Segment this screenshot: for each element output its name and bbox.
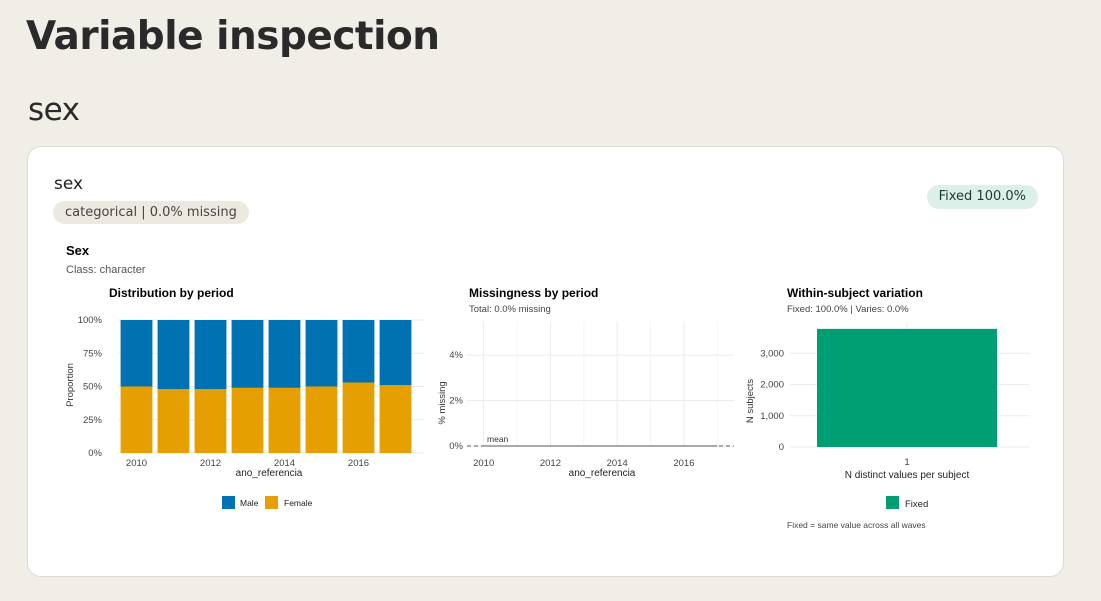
- p1-bar-female: [305, 386, 338, 453]
- p1-bar-male: [379, 320, 412, 386]
- p3-bar-fixed: [817, 328, 997, 447]
- p3-ylabel: N subjects: [745, 379, 756, 424]
- distribution-chart: Distribution by period Proportion ano_re…: [65, 286, 424, 509]
- figure-title: Sex: [66, 243, 90, 258]
- p1-bar-male: [194, 320, 227, 390]
- p2-title: Missingness by period: [469, 286, 598, 300]
- figure: Sex Class: character Distribution by per…: [28, 147, 1063, 581]
- p2-mean-label: mean: [487, 434, 509, 444]
- section-title: sex: [28, 92, 80, 128]
- p1-bar-female: [379, 385, 412, 453]
- p3-title: Within-subject variation: [787, 286, 923, 300]
- variation-chart: Within-subject variation Fixed: 100.0% |…: [745, 286, 1029, 530]
- p1-ytick: 100%: [78, 315, 103, 326]
- p1-bar-male: [342, 320, 375, 383]
- p3-subtitle: Fixed: 100.0% | Varies: 0.0%: [787, 304, 909, 315]
- figure-svg: Sex Class: character Distribution by per…: [65, 243, 1029, 530]
- p3-legend-swatch: [886, 496, 899, 509]
- p2-ylabel: % missing: [437, 381, 448, 424]
- p3-ytick: 1,000: [760, 411, 784, 422]
- p1-bar-female: [120, 386, 153, 453]
- p2-xtick: 2016: [673, 458, 694, 469]
- p1-legend-label: Male: [240, 498, 259, 508]
- p1-legend-label: Female: [284, 498, 313, 508]
- p2-ytick: 2%: [449, 396, 463, 407]
- p1-ytick: 25%: [83, 415, 103, 426]
- p3-xtick: 1: [904, 457, 909, 468]
- figure-subtitle: Class: character: [66, 264, 146, 276]
- p3-legend-label: Fixed: [905, 499, 928, 510]
- p1-bar-male: [268, 320, 301, 388]
- p3-caption: Fixed = same value across all waves: [787, 520, 926, 530]
- p1-legend-swatch: [222, 496, 235, 509]
- p1-bar-female: [157, 389, 190, 453]
- p2-xtick: 2014: [607, 458, 628, 469]
- p2-xtick: 2010: [473, 458, 494, 469]
- p1-bar-male: [120, 320, 153, 387]
- p1-xtick: 2016: [348, 458, 369, 469]
- p1-xtick: 2014: [274, 458, 295, 469]
- p2-xlabel: ano_referencia: [569, 468, 636, 479]
- variable-name: sex: [54, 174, 84, 194]
- p3-ytick: 2,000: [760, 380, 784, 391]
- p3-ytick: 3,000: [760, 348, 784, 359]
- p1-bar-female: [194, 389, 227, 453]
- p1-bar-male: [305, 320, 338, 387]
- p1-ytick: 50%: [83, 382, 103, 393]
- p2-ytick: 0%: [449, 441, 463, 452]
- missingness-chart: Missingness by period Total: 0.0% missin…: [437, 286, 734, 479]
- p1-xtick: 2012: [200, 458, 221, 469]
- p1-ytick: 75%: [83, 348, 103, 359]
- p1-ylabel: Proportion: [65, 363, 76, 407]
- p1-bar-male: [157, 320, 190, 390]
- page-title: Variable inspection: [26, 14, 440, 59]
- p2-subtitle: Total: 0.0% missing: [469, 304, 551, 315]
- p3-ytick: 0: [779, 442, 784, 453]
- p1-bar-female: [268, 387, 301, 453]
- status-badge: Fixed 100.0%: [926, 185, 1038, 209]
- p1-bar-female: [231, 387, 264, 453]
- p1-xlabel: ano_referencia: [236, 468, 303, 479]
- p1-bar-male: [231, 320, 264, 388]
- p2-xtick: 2012: [540, 458, 561, 469]
- p1-xtick: 2010: [126, 458, 147, 469]
- p1-ytick: 0%: [88, 448, 102, 459]
- variable-card: sex categorical | 0.0% missing Fixed 100…: [27, 146, 1064, 577]
- p1-bar-female: [342, 382, 375, 453]
- p1-title: Distribution by period: [109, 286, 234, 300]
- p1-legend-swatch: [265, 496, 278, 509]
- summary-pill: categorical | 0.0% missing: [53, 201, 249, 224]
- p2-ytick: 4%: [449, 350, 463, 361]
- p3-xlabel: N distinct values per subject: [845, 470, 970, 481]
